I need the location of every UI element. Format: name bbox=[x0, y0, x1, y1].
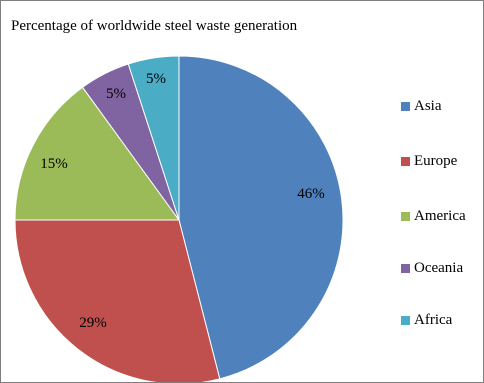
pie-slice-asia bbox=[178, 55, 344, 380]
data-label-africa: 5% bbox=[146, 71, 166, 87]
pie-slice-america bbox=[14, 86, 180, 221]
data-label-america: 15% bbox=[40, 156, 68, 172]
pie-slice-africa bbox=[127, 55, 180, 221]
legend-item-america: America bbox=[401, 208, 466, 225]
legend-label-oceania: Oceania bbox=[414, 260, 464, 276]
pie-slice-europe bbox=[14, 219, 221, 382]
legend-item-europe: Europe bbox=[401, 153, 457, 170]
legend-item-africa: Africa bbox=[401, 312, 452, 329]
chart-title: Percentage of worldwide steel waste gene… bbox=[11, 18, 298, 34]
data-label-europe: 29% bbox=[79, 315, 107, 331]
legend-item-oceania: Oceania bbox=[401, 260, 463, 277]
legend-swatch-america bbox=[401, 212, 410, 221]
legend-label-america: America bbox=[414, 208, 466, 224]
legend-item-asia: Asia bbox=[401, 98, 442, 115]
legend-swatch-africa bbox=[401, 316, 410, 325]
data-label-oceania: 5% bbox=[106, 86, 126, 102]
legend-swatch-oceania bbox=[401, 264, 410, 273]
legend-swatch-europe bbox=[401, 157, 410, 166]
legend-label-africa: Africa bbox=[414, 312, 453, 328]
legend-swatch-asia bbox=[401, 102, 410, 111]
legend-label-europe: Europe bbox=[414, 153, 458, 169]
legend-label-asia: Asia bbox=[414, 98, 442, 114]
data-label-asia: 46% bbox=[297, 186, 325, 202]
